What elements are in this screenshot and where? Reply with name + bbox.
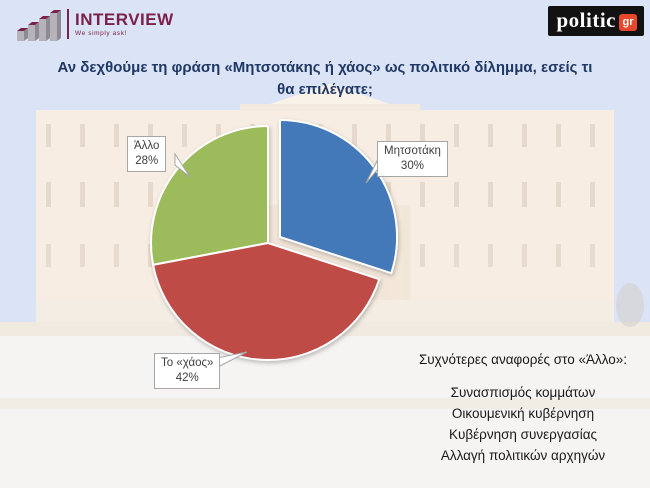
chart-title: Αν δεχθούμε τη φράση «Μητσοτάκης ή χάος»…	[57, 59, 593, 98]
politic-logo-gr-badge: gr	[619, 13, 637, 31]
logo-divider	[67, 9, 69, 39]
label-allo-text: Άλλο	[134, 140, 160, 152]
other-mentions-heading: Συχνότερες αναφορές στο «Άλλο»:	[418, 352, 628, 367]
label-chaos-percent: 42%	[175, 371, 199, 384]
interview-logo-tagline: We simply ask!	[75, 30, 127, 37]
other-mentions-list: Συνασπισμός κομμάτων Οικουμενική κυβέρνη…	[400, 382, 646, 466]
other-mention-item: Αλλαγή πολιτικών αρχηγών	[440, 448, 606, 463]
other-mention-item: Οικουμενική κυβέρνηση	[451, 406, 595, 421]
label-allo-percent: 28%	[135, 154, 159, 167]
other-mention-item: Κυβέρνηση συνεργασίας	[448, 427, 598, 442]
interview-logo: INTERVIEW We simply ask!	[13, 5, 174, 43]
label-chaos: Το «χάος» 42%	[154, 353, 221, 389]
politic-logo: politic gr	[547, 6, 644, 36]
label-allo: Άλλο 28%	[127, 136, 167, 172]
label-mitsotaki: Μητσοτάκη 30%	[377, 141, 448, 177]
politic-logo-name: politic	[556, 8, 616, 32]
label-mitsotaki-percent: 30%	[400, 159, 424, 172]
bar-chart-icon	[17, 10, 61, 41]
other-mention-item: Συνασπισμός κομμάτων	[450, 385, 596, 400]
label-chaos-text: Το «χάος»	[161, 357, 214, 369]
other-mentions: Συχνότερες αναφορές στο «Άλλο»: Συνασπισ…	[400, 352, 646, 466]
pie-slice-allo[interactable]	[150, 125, 269, 266]
interview-logo-name: INTERVIEW	[75, 10, 174, 29]
label-mitsotaki-text: Μητσοτάκη	[384, 145, 441, 157]
pie-chart	[150, 119, 399, 361]
pie-slice-chaos[interactable]	[152, 242, 381, 361]
